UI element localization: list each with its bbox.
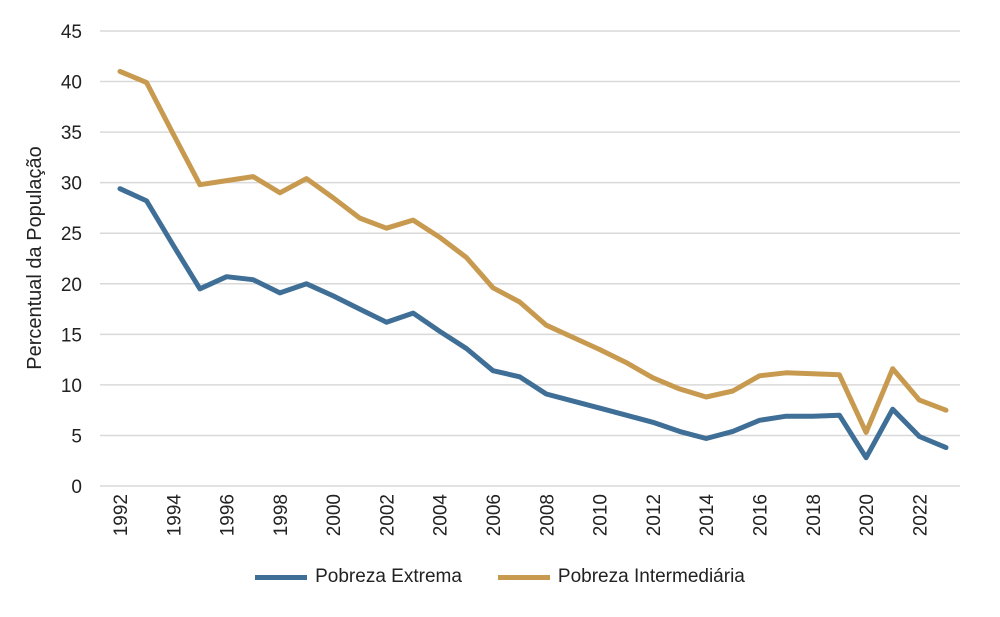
x-tick-label: 2018 — [804, 494, 825, 536]
y-tick-label: 35 — [61, 123, 82, 144]
y-tick-label: 20 — [61, 275, 82, 296]
y-tick-label: 40 — [61, 73, 82, 94]
x-tick-label: 1998 — [271, 494, 292, 536]
legend-swatch — [497, 574, 550, 580]
x-tick-label: 2010 — [591, 494, 612, 536]
y-tick-label: 5 — [71, 426, 82, 447]
y-tick-label: 15 — [61, 325, 82, 346]
legend-swatch — [255, 574, 308, 580]
series-line-1 — [117, 68, 949, 435]
y-tick-label: 30 — [61, 174, 82, 195]
x-tick-label: 1996 — [218, 494, 239, 536]
x-tick-label: 2002 — [377, 494, 398, 536]
legend-label: Pobreza Intermediária — [557, 566, 745, 587]
y-axis-label: Percentual da População — [24, 146, 46, 370]
x-tick-label: 2016 — [750, 494, 771, 536]
legend-label: Pobreza Extrema — [315, 566, 462, 587]
x-tick-label: 2004 — [431, 494, 452, 537]
x-tick-label: 2022 — [910, 494, 931, 536]
y-tick-label: 45 — [61, 22, 82, 43]
legend-item-intermediaria: Pobreza Intermediária — [497, 566, 745, 588]
y-tick-label: 0 — [71, 477, 82, 498]
y-tick-label: 25 — [61, 224, 82, 245]
x-tick-label: 1992 — [111, 494, 132, 536]
x-tick-label: 2012 — [644, 494, 665, 536]
legend: Pobreza Extrema Pobreza Intermediária — [0, 566, 1000, 588]
line-chart: 0 5 10 15 20 25 30 35 40 45 1992 1994 1996 1998 2000 2… — [24, 22, 960, 537]
legend-item-extrema: Pobreza Extrema — [255, 566, 462, 588]
x-tick-label: 2000 — [324, 494, 345, 536]
y-tick-label: 10 — [61, 376, 82, 397]
x-tick-label: 2014 — [697, 494, 718, 537]
x-tick-label: 1994 — [164, 494, 185, 537]
x-tick-label: 2008 — [537, 494, 558, 536]
series-line-0 — [117, 186, 949, 461]
x-tick-label: 2020 — [857, 494, 878, 536]
x-tick-label: 2006 — [484, 494, 505, 536]
